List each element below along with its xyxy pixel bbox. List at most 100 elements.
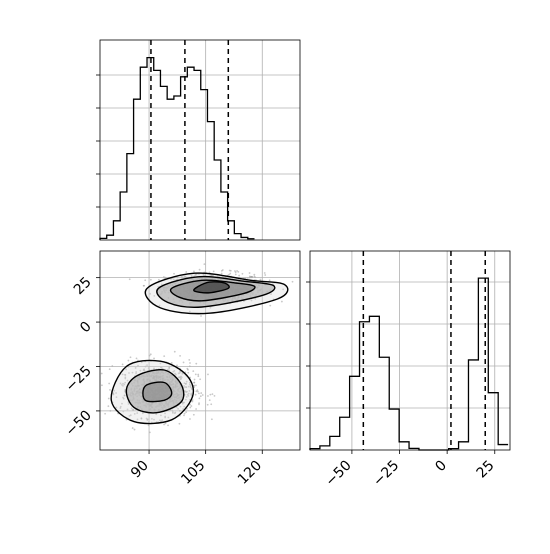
scatter-point [159, 362, 162, 365]
scatter-point [194, 274, 197, 276]
y-tick-label: −25 [63, 363, 95, 395]
scatter-point [182, 401, 184, 404]
scatter-point [179, 354, 181, 357]
scatter-point [157, 278, 160, 281]
scatter-point [126, 408, 129, 411]
scatter-point [160, 414, 162, 417]
scatter-point [189, 362, 191, 364]
scatter-point [101, 384, 103, 387]
scatter-point [270, 293, 272, 296]
scatter-point [180, 376, 183, 379]
scatter-point [130, 407, 133, 410]
scatter-point [229, 269, 232, 272]
scatter-point [128, 414, 131, 417]
scatter-point [209, 393, 212, 396]
x-tick-label: 0 [432, 458, 450, 476]
scatter-point [185, 411, 188, 414]
scatter-point [183, 386, 185, 389]
scatter-point [190, 388, 193, 391]
scatter-point [146, 418, 149, 421]
scatter-point [229, 272, 232, 275]
scatter-point [131, 427, 134, 429]
scatter-point [133, 412, 136, 415]
scatter-point [125, 368, 128, 371]
scatter-point [207, 373, 209, 376]
scatter-point [170, 362, 173, 364]
scatter-point [196, 389, 199, 391]
scatter-point [129, 414, 132, 417]
scatter-point [172, 370, 175, 373]
scatter-point [192, 370, 195, 373]
scatter-point [149, 353, 152, 356]
scatter-point [140, 417, 143, 420]
scatter-point [200, 315, 202, 317]
scatter-point [189, 383, 191, 386]
scatter-point [127, 403, 130, 405]
scatter-point [158, 419, 161, 422]
scatter-point [100, 372, 103, 375]
scatter-point [168, 369, 170, 372]
scatter-point [136, 418, 139, 421]
scatter-point [189, 418, 191, 420]
scatter-point [183, 405, 186, 408]
scatter-point [188, 310, 191, 313]
scatter-point [198, 392, 200, 395]
scatter-point [187, 368, 189, 371]
scatter-point [122, 385, 124, 387]
axes-frame [309, 250, 511, 451]
scatter-point [127, 359, 130, 362]
scatter-point [190, 275, 193, 277]
scatter-point [203, 263, 206, 266]
scatter-point [198, 397, 201, 400]
scatter-point [193, 270, 195, 273]
scatter-point [108, 368, 111, 371]
scatter-point [210, 418, 213, 421]
scatter-point [212, 270, 215, 273]
scatter-point [128, 372, 130, 374]
scatter-point [263, 272, 266, 274]
scatter-point [135, 371, 138, 373]
scatter-point [107, 405, 110, 408]
scatter-point [201, 394, 204, 396]
y-tick-label: 0 [77, 319, 95, 337]
scatter-point [280, 300, 283, 303]
scatter-point [123, 383, 126, 386]
scatter-point [153, 294, 156, 297]
scatter-point [146, 364, 148, 367]
scatter-point [190, 405, 193, 407]
scatter-point [131, 371, 134, 374]
scatter-point [208, 399, 211, 402]
scatter-point [228, 273, 230, 276]
scatter-point [269, 304, 272, 307]
scatter-point [137, 364, 139, 367]
scatter-point [153, 418, 155, 421]
scatter-point [142, 284, 145, 287]
scatter-point [172, 278, 175, 281]
scatter-point [186, 393, 189, 396]
scatter-point [121, 363, 124, 366]
scatter-point [163, 423, 165, 426]
scatter-point [129, 356, 132, 359]
scatter-point [209, 306, 212, 309]
scatter-point [187, 371, 190, 374]
scatter-point [107, 397, 110, 400]
scatter-point [193, 378, 196, 381]
axes-frame [99, 39, 301, 241]
scatter-point [182, 361, 185, 364]
scatter-point [241, 272, 244, 275]
density-contour [142, 381, 173, 403]
scatter-point [134, 367, 137, 369]
scatter-point [191, 399, 194, 401]
scatter-point [189, 406, 192, 409]
scatter-point [188, 389, 191, 392]
scatter-point [208, 271, 211, 274]
y-tick-label: −50 [63, 407, 95, 439]
scatter-point [104, 412, 107, 415]
scatter-point [140, 361, 143, 364]
scatter-point [282, 288, 285, 291]
scatter-point [238, 274, 241, 277]
scatter-point [153, 367, 155, 370]
scatter-point [254, 297, 257, 300]
scatter-point [200, 392, 203, 394]
